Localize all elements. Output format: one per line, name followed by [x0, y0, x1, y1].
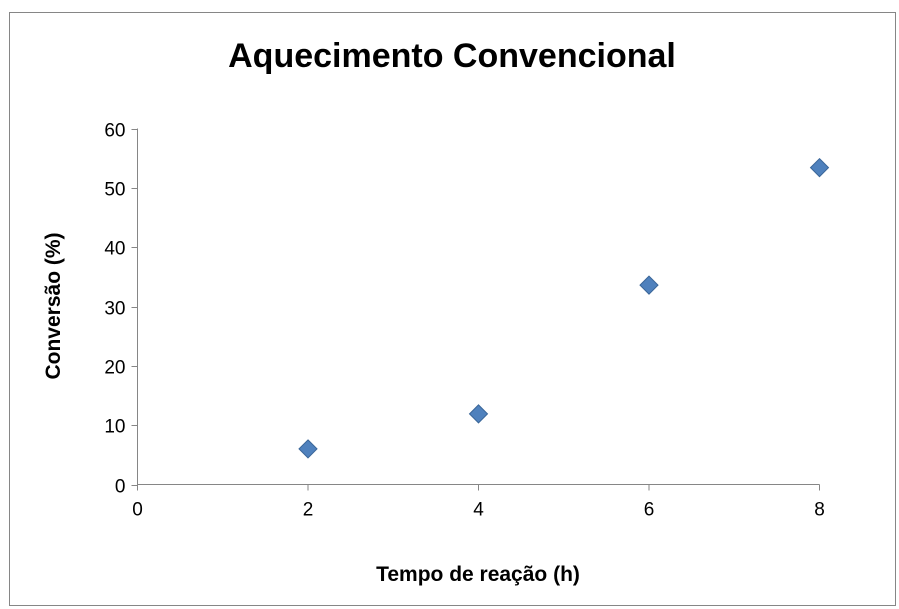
y-tick-label: 50 [104, 180, 125, 201]
x-tick-label: 6 [644, 500, 655, 521]
x-axis-title: Tempo de reação (h) [376, 563, 580, 586]
data-point [639, 275, 659, 295]
y-tick-label: 0 [115, 477, 126, 498]
x-tick-label: 2 [303, 500, 314, 521]
y-tick-label: 30 [104, 299, 125, 320]
x-tick-label: 4 [473, 500, 484, 521]
y-tick-label: 20 [104, 358, 125, 379]
data-point [468, 404, 489, 424]
y-tick-label: 10 [104, 417, 125, 438]
ticks-layer: 0 10 20 30 40 50 60 0 2 4 6 8 [104, 121, 824, 521]
y-axis-title: Conversão (%) [42, 232, 65, 379]
data-point [809, 157, 830, 178]
y-tick-label: 40 [104, 239, 125, 260]
chart-border [9, 12, 896, 606]
data-point [298, 439, 318, 459]
chart-title: Aquecimento Convencional [228, 37, 676, 75]
y-tick-label: 60 [104, 121, 125, 142]
x-tick-label: 0 [132, 500, 143, 521]
x-tick-label: 8 [814, 500, 825, 521]
points-layer [298, 157, 830, 459]
